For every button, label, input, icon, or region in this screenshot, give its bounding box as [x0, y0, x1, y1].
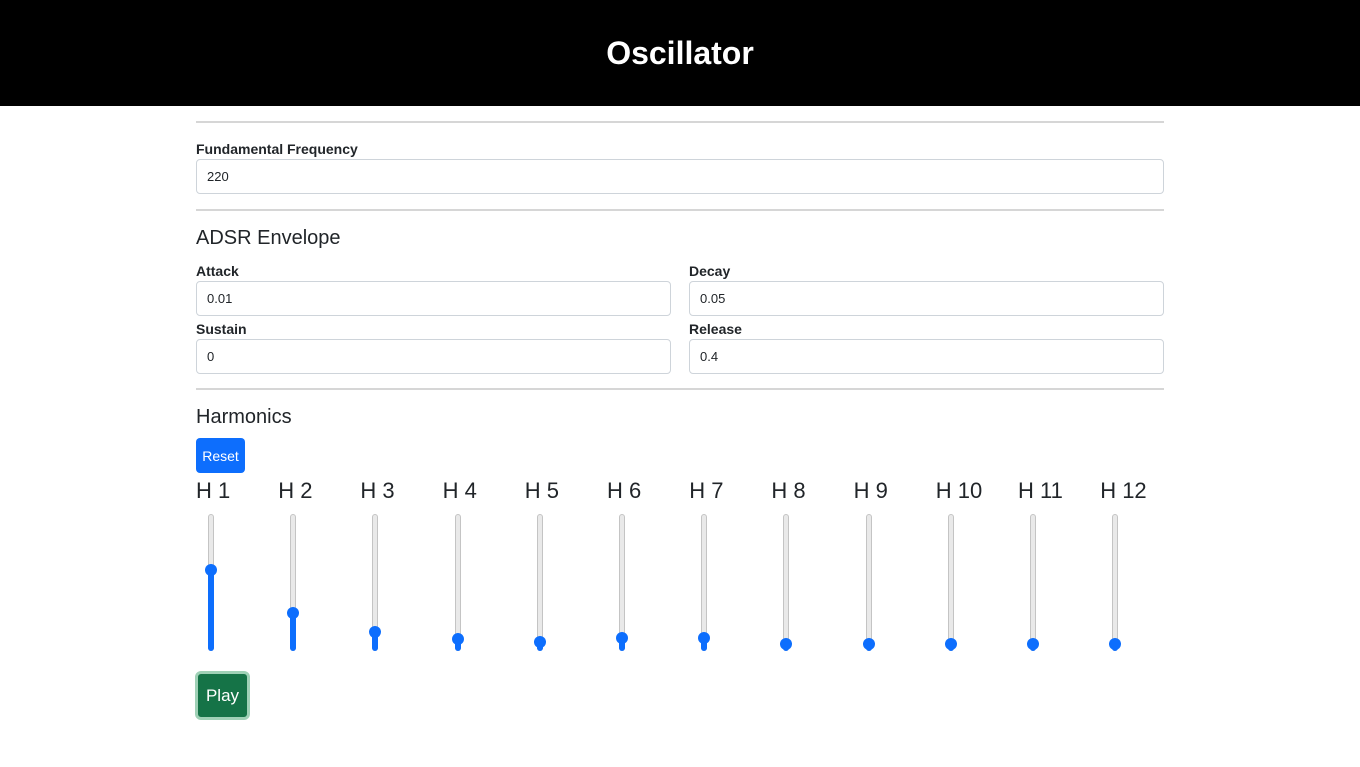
harmonic-slider-thumb[interactable]: [616, 631, 628, 644]
divider: [196, 388, 1164, 390]
harmonic-slider-track[interactable]: [1112, 514, 1119, 651]
harmonic-9: H 9: [854, 476, 914, 656]
harmonic-slider-thumb[interactable]: [862, 638, 875, 650]
harmonic-slider-track[interactable]: [947, 514, 954, 651]
frequency-label: Fundamental Frequency: [196, 141, 358, 157]
harmonic-label: H 4: [442, 478, 477, 503]
attack-label: Attack: [196, 263, 239, 279]
harmonic-3: H 3: [360, 476, 420, 656]
harmonic-7: H 7: [689, 476, 749, 656]
harmonic-label: H 7: [689, 478, 724, 503]
harmonic-label: H 10: [935, 478, 983, 503]
harmonic-11: H 11: [1018, 476, 1078, 656]
harmonic-2: H 2: [278, 476, 338, 656]
frequency-input[interactable]: [196, 159, 1164, 194]
harmonic-slider-thumb[interactable]: [698, 631, 711, 644]
harmonic-label: H 1: [196, 478, 231, 503]
harmonic-slider-fill: [701, 637, 708, 651]
harmonic-slider-thumb[interactable]: [780, 638, 793, 650]
decay-input[interactable]: [689, 281, 1164, 316]
sustain-input[interactable]: [196, 339, 671, 374]
harmonic-label: H 12: [1100, 478, 1147, 503]
harmonic-5: H 5: [525, 476, 585, 656]
harmonic-slider-fill: [208, 569, 214, 651]
harmonic-label: H 11: [1018, 478, 1063, 503]
harmonic-12: H 12: [1100, 476, 1160, 656]
harmonic-label: H 5: [524, 478, 560, 503]
harmonic-slider-track[interactable]: [1030, 514, 1036, 651]
harmonic-slider-track[interactable]: [783, 514, 790, 651]
harmonic-label: H 3: [360, 478, 395, 503]
harmonic-slider-fill: [619, 637, 625, 651]
harmonic-slider-thumb[interactable]: [451, 633, 464, 646]
harmonic-label: H 2: [278, 478, 313, 503]
harmonic-label: H 6: [607, 478, 642, 503]
play-button[interactable]: Play: [195, 671, 250, 720]
release-label: Release: [689, 321, 742, 337]
harmonics-title: Harmonics: [196, 406, 292, 428]
harmonic-slider-thumb[interactable]: [369, 625, 382, 638]
harmonic-slider-thumb[interactable]: [1027, 638, 1039, 650]
harmonic-slider-track[interactable]: [454, 514, 461, 651]
app-header: Oscillator: [0, 0, 1360, 106]
harmonic-label: H 8: [771, 478, 806, 503]
divider: [196, 209, 1164, 211]
harmonic-slider-thumb[interactable]: [1109, 638, 1122, 650]
harmonic-slider-track[interactable]: [701, 514, 708, 651]
adsr-title: ADSR Envelope: [196, 227, 341, 249]
harmonic-slider-thumb[interactable]: [287, 607, 300, 619]
sustain-label: Sustain: [196, 321, 247, 337]
divider: [196, 121, 1164, 123]
harmonic-slider-track[interactable]: [619, 514, 625, 651]
harmonic-label: H 9: [853, 478, 888, 503]
harmonic-slider-thumb[interactable]: [533, 635, 546, 648]
harmonic-slider-fill: [372, 631, 379, 651]
reset-button[interactable]: Reset: [196, 438, 245, 473]
harmonic-slider-fill: [290, 613, 297, 651]
harmonic-6: H 6: [607, 476, 667, 656]
attack-input[interactable]: [196, 281, 671, 316]
harmonic-slider-thumb[interactable]: [205, 563, 217, 576]
release-input[interactable]: [689, 339, 1164, 374]
decay-label: Decay: [689, 263, 731, 279]
app-title: Oscillator: [606, 34, 754, 71]
harmonic-8: H 8: [771, 476, 831, 656]
harmonic-slider-thumb[interactable]: [944, 638, 957, 650]
harmonic-1: H 1: [196, 476, 256, 656]
harmonic-slider-track[interactable]: [536, 514, 543, 651]
harmonic-slider-track[interactable]: [865, 514, 872, 651]
harmonic-10: H 10: [936, 476, 996, 656]
harmonic-4: H 4: [443, 476, 503, 656]
